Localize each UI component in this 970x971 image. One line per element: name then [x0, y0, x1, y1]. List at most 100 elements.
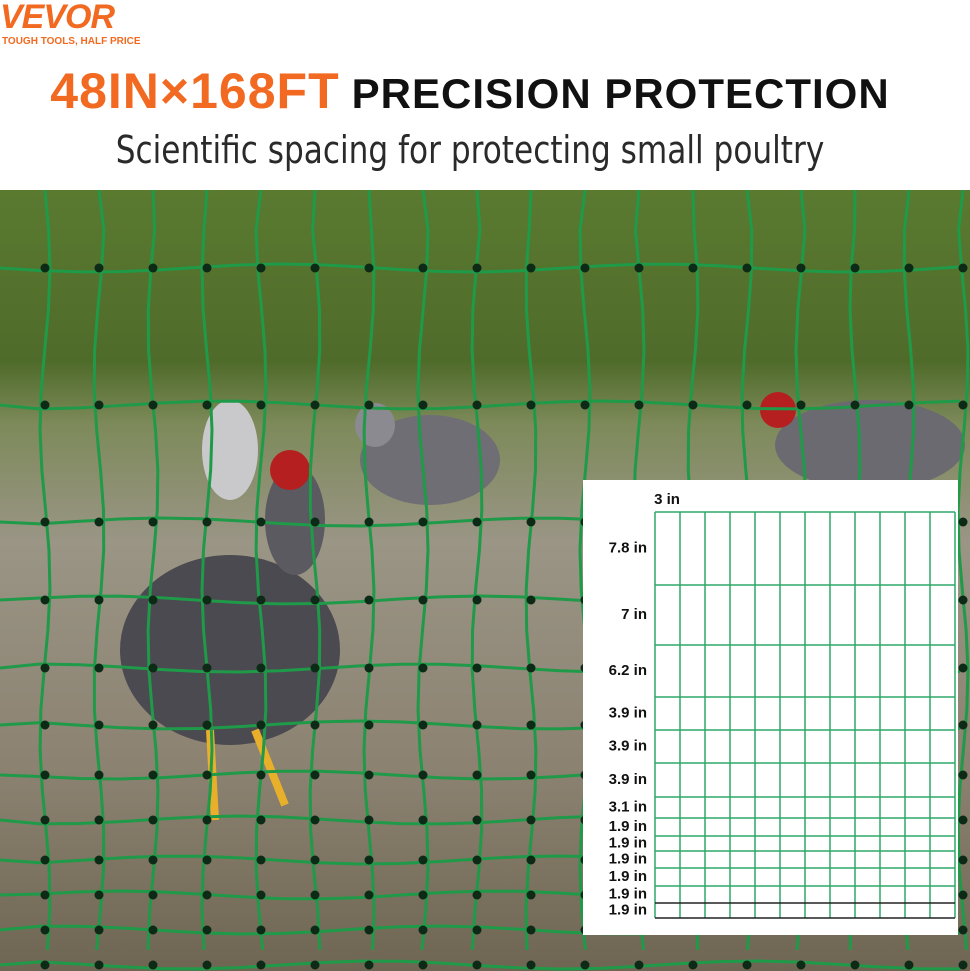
net-knot — [256, 960, 266, 970]
net-knot — [40, 517, 50, 527]
net-knot — [94, 855, 104, 865]
net-knot — [148, 720, 158, 730]
net-knot — [418, 890, 428, 900]
net-knot — [94, 663, 104, 673]
net-knot — [364, 960, 374, 970]
net-knot — [958, 400, 968, 410]
row-spacing: 3.1 in — [609, 798, 647, 815]
net-knot — [202, 855, 212, 865]
net-knot — [688, 263, 698, 273]
net-knot — [526, 925, 536, 935]
net-knot — [364, 855, 374, 865]
net-knot — [202, 890, 212, 900]
net-knot — [94, 770, 104, 780]
net-knot — [148, 663, 158, 673]
net-knot — [202, 925, 212, 935]
net-knot — [94, 400, 104, 410]
row-spacing: 1.9 in — [609, 834, 647, 851]
net-knot — [472, 855, 482, 865]
net-knot — [796, 960, 806, 970]
net-knot — [40, 770, 50, 780]
net-knot — [418, 855, 428, 865]
net-knot — [310, 400, 320, 410]
net-knot — [958, 263, 968, 273]
net-knot — [526, 663, 536, 673]
net-knot — [742, 263, 752, 273]
net-knot — [40, 263, 50, 273]
net-knot — [742, 960, 752, 970]
net-knot — [310, 890, 320, 900]
net-knot — [904, 263, 914, 273]
brand-tagline: TOUGH TOOLS, HALF PRICE — [2, 36, 141, 47]
row-spacing: 3.9 in — [609, 704, 647, 721]
net-knot — [418, 960, 428, 970]
net-knot — [526, 960, 536, 970]
net-knot — [256, 263, 266, 273]
row-spacing: 7 in — [621, 606, 647, 623]
net-knot — [310, 855, 320, 865]
net-knot — [526, 263, 536, 273]
net-knot — [256, 855, 266, 865]
net-knot — [310, 595, 320, 605]
brand: VEVOR TOUGH TOOLS, HALF PRICE — [0, 0, 141, 47]
row-spacing: 1.9 in — [609, 850, 647, 867]
net-strand — [308, 190, 322, 951]
net-knot — [526, 855, 536, 865]
net-knot — [472, 890, 482, 900]
net-knot — [580, 960, 590, 970]
net-knot — [418, 595, 428, 605]
net-knot — [148, 595, 158, 605]
net-knot — [958, 855, 968, 865]
net-knot — [688, 960, 698, 970]
net-knot — [94, 925, 104, 935]
row-spacing: 1.9 in — [609, 901, 647, 918]
net-knot — [364, 663, 374, 673]
net-knot — [634, 960, 644, 970]
size: 48IN×168FT — [50, 63, 340, 119]
net-knot — [310, 960, 320, 970]
net-knot — [958, 595, 968, 605]
net-strand — [146, 190, 160, 951]
net-knot — [40, 925, 50, 935]
net-knot — [40, 663, 50, 673]
net-knot — [364, 400, 374, 410]
net-knot — [148, 960, 158, 970]
net-knot — [310, 720, 320, 730]
net-knot — [418, 770, 428, 780]
net-knot — [472, 770, 482, 780]
net-knot — [310, 770, 320, 780]
brand-name: VEVOR — [0, 0, 115, 36]
net-knot — [472, 960, 482, 970]
title-row: 48IN×168FT PRECISION PROTECTION — [0, 62, 940, 120]
net-knot — [472, 517, 482, 527]
net-knot — [94, 960, 104, 970]
net-knot — [148, 890, 158, 900]
net-knot — [256, 925, 266, 935]
net-knot — [958, 770, 968, 780]
net-knot — [256, 815, 266, 825]
net-knot — [310, 815, 320, 825]
net-knot — [202, 263, 212, 273]
net-knot — [148, 263, 158, 273]
net-knot — [526, 517, 536, 527]
net-knot — [364, 815, 374, 825]
row-spacing: 1.9 in — [609, 818, 647, 835]
net-knot — [364, 263, 374, 273]
title: PRECISION PROTECTION — [351, 70, 890, 117]
net-knot — [526, 595, 536, 605]
net-knot — [526, 400, 536, 410]
net-knot — [688, 400, 698, 410]
net-knot — [256, 517, 266, 527]
net-knot — [364, 517, 374, 527]
net-knot — [472, 815, 482, 825]
net-knot — [904, 960, 914, 970]
net-knot — [850, 263, 860, 273]
net-knot — [202, 663, 212, 673]
column-spacing: 3 in — [654, 491, 680, 508]
net-knot — [202, 517, 212, 527]
net-knot — [418, 720, 428, 730]
net-knot — [634, 400, 644, 410]
net-knot — [148, 517, 158, 527]
row-spacing: 6.2 in — [609, 662, 647, 679]
